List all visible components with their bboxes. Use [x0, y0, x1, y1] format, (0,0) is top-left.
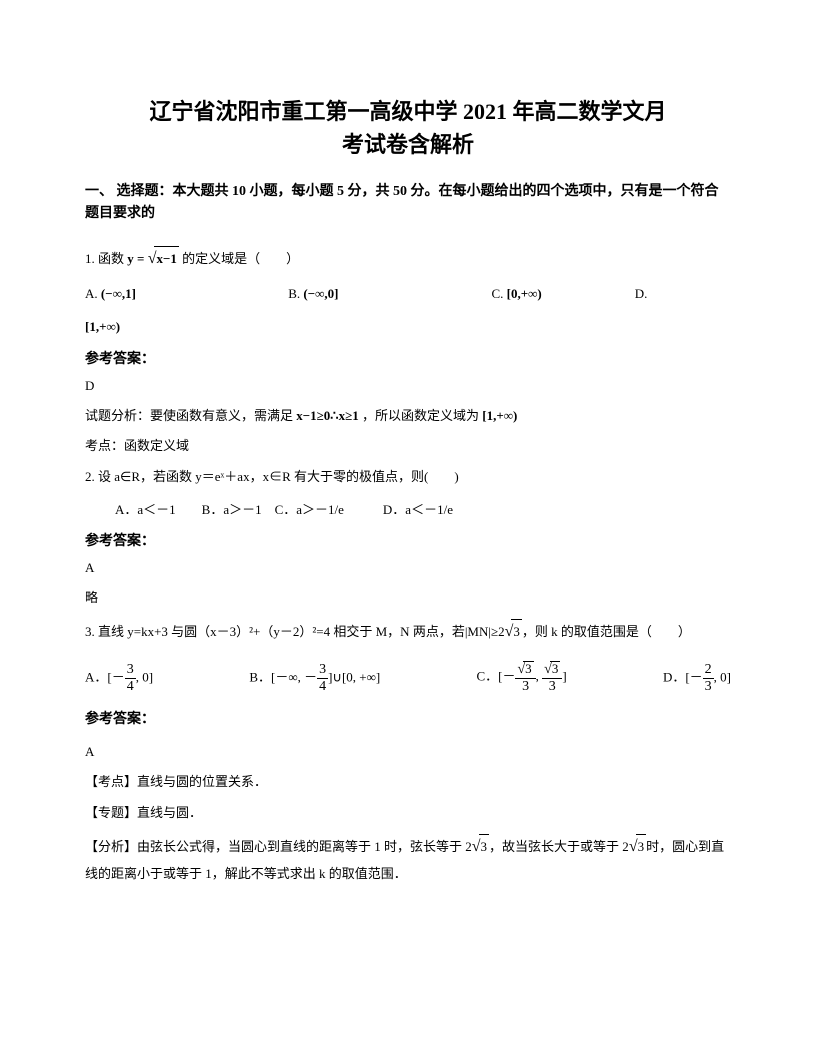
q1-radicand: x−1 [154, 246, 178, 272]
q3-opt-c-den1: 3 [515, 679, 535, 694]
fraction-icon: 23 [703, 663, 714, 694]
q1-analysis: 试题分析：要使函数有意义，需满足 x−1≥0∴x≥1 ，所以函数定义域为 [1,… [85, 404, 731, 429]
q3-opt-b-den: 4 [317, 679, 328, 694]
q3-fenxi-sqrt3a: 3 [479, 834, 490, 860]
title-line-1: 辽宁省沈阳市重工第一高级中学 2021 年高二数学文月 [149, 99, 666, 124]
q3-opt-b-suffix: ]∪[0, +∞] [328, 670, 380, 685]
q3-opt-c-suffix: ] [562, 669, 566, 684]
q3-kaodian: 【考点】直线与圆的位置关系． [85, 770, 731, 795]
q3-opt-a-prefix: A．[－ [85, 670, 125, 685]
q1-opt-a-val: (−∞,1] [101, 286, 136, 301]
sqrt-icon: √3 [505, 617, 522, 647]
q3-opt-d-suffix: , 0] [714, 670, 731, 685]
q3-opt-d-num: 2 [703, 663, 714, 679]
q1-suffix: 的定义域是（ ） [182, 251, 299, 266]
q1-options: A. (−∞,1] B. (−∞,0] C. [0,+∞) D. [85, 282, 731, 307]
fraction-icon: 34 [317, 663, 328, 694]
q3-answer-label: 参考答案： [85, 708, 731, 728]
question-2: 2. 设 a∈R，若函数 y＝eˣ＋ax，x∈R 有大于零的极值点，则( ) [85, 465, 731, 490]
q1-prefix: 1. 函数 [85, 251, 127, 266]
q3-opt-c-den2: 3 [542, 679, 562, 694]
q2-answer: A [85, 560, 731, 576]
q3-opt-a-den: 4 [125, 679, 136, 694]
q3-opt-d-prefix: D．[－ [663, 670, 703, 685]
q1-opt-c: C. [0,+∞) [492, 282, 632, 307]
q3-fenxi: 【分析】由弦长公式得，当圆心到直线的距离等于 1 时，弦长等于 2√3，故当弦长… [85, 832, 731, 887]
q1-formula-lhs: y = [127, 251, 147, 266]
q3-sqrt3: 3 [511, 619, 522, 645]
q1-analysis-suffix: ，所以函数定义域为 [362, 408, 479, 423]
fraction-icon: √33 [542, 661, 562, 694]
q3-fenxi-mid1: ，故当弦长大于或等于 2 [489, 839, 629, 854]
q3-prefix: 3. 直线 y=kx+3 与圆（x－3）²+（y－2）²=4 相交于 M，N 两… [85, 624, 505, 639]
q1-opt-a-label: A. [85, 286, 98, 301]
q3-opt-a-num: 3 [125, 663, 136, 679]
q3-opt-b-num: 3 [317, 663, 328, 679]
q1-opt-d-label: D. [635, 286, 648, 301]
q3-answer: A [85, 744, 731, 760]
fraction-icon: 34 [125, 663, 136, 694]
section-1-header: 一、 选择题：本大题共 10 小题，每小题 5 分，共 50 分。在每小题给出的… [85, 181, 731, 226]
q1-opt-a: A. (−∞,1] [85, 282, 285, 307]
sqrt-icon: √3 [629, 832, 646, 862]
q1-kaodian: 考点：函数定义域 [85, 434, 731, 459]
q1-analysis-prefix: 试题分析：要使函数有意义，需满足 [85, 408, 296, 423]
q3-opt-b: B．[－∞, －34]∪[0, +∞] [249, 663, 380, 694]
q3-suffix: ，则 k 的取值范围是（ ） [522, 624, 691, 639]
q3-opt-b-prefix: B．[－∞, － [249, 670, 317, 685]
q3-opt-a: A．[－34, 0] [85, 663, 153, 694]
q2-options: A．a＜－1 B．a＞－1 C．a＞－1/e D．a＜－1/e [85, 498, 731, 523]
q1-opt-c-label: C. [492, 286, 504, 301]
question-1: 1. 函数 y = √x−1 的定义域是（ ） [85, 244, 731, 274]
sqrt-icon: √x−1 [148, 244, 179, 274]
q3-opt-c-num1: 3 [523, 661, 534, 675]
q1-analysis-mid: x−1≥0∴x≥1 [296, 408, 358, 423]
sqrt-icon: √3 [472, 832, 489, 862]
q3-opt-a-suffix: , 0] [136, 670, 153, 685]
q2-lue: 略 [85, 586, 731, 611]
q1-formula: y = √x−1 [127, 251, 182, 266]
q1-opt-b: B. (−∞,0] [288, 282, 488, 307]
q3-fenxi-sqrt3b: 3 [636, 834, 647, 860]
q1-answer-label: 参考答案： [85, 348, 731, 368]
q3-opt-c-num2: 3 [550, 661, 561, 675]
q1-analysis-domain: [1,+∞) [482, 408, 517, 423]
question-3: 3. 直线 y=kx+3 与圆（x－3）²+（y－2）²=4 相交于 M，N 两… [85, 617, 731, 647]
fraction-icon: √33 [515, 661, 535, 694]
q3-zhuanti: 【专题】直线与圆． [85, 801, 731, 826]
q3-fenxi-prefix: 【分析】由弦长公式得，当圆心到直线的距离等于 1 时，弦长等于 2 [85, 839, 472, 854]
q1-opt-d-val: [1,+∞) [85, 319, 120, 334]
q1-opt-b-label: B. [288, 286, 300, 301]
q2-answer-label: 参考答案： [85, 530, 731, 550]
q3-options: A．[－34, 0] B．[－∞, －34]∪[0, +∞] C．[－√33, … [85, 661, 731, 694]
q1-opt-d-label-only: D. [635, 282, 648, 307]
q3-opt-c-prefix: C．[－ [476, 669, 515, 684]
q1-opt-b-val: (−∞,0] [303, 286, 338, 301]
title-line-2: 考试卷含解析 [342, 132, 474, 157]
q3-opt-d-den: 3 [703, 679, 714, 694]
page-title: 辽宁省沈阳市重工第一高级中学 2021 年高二数学文月 考试卷含解析 [85, 95, 731, 161]
q1-opt-d-line2: [1,+∞) [85, 315, 731, 340]
q3-opt-c: C．[－√33, √33] [476, 661, 566, 694]
q3-opt-d: D．[－23, 0] [663, 663, 731, 694]
q1-answer: D [85, 378, 731, 394]
q1-opt-c-val: [0,+∞) [507, 286, 542, 301]
